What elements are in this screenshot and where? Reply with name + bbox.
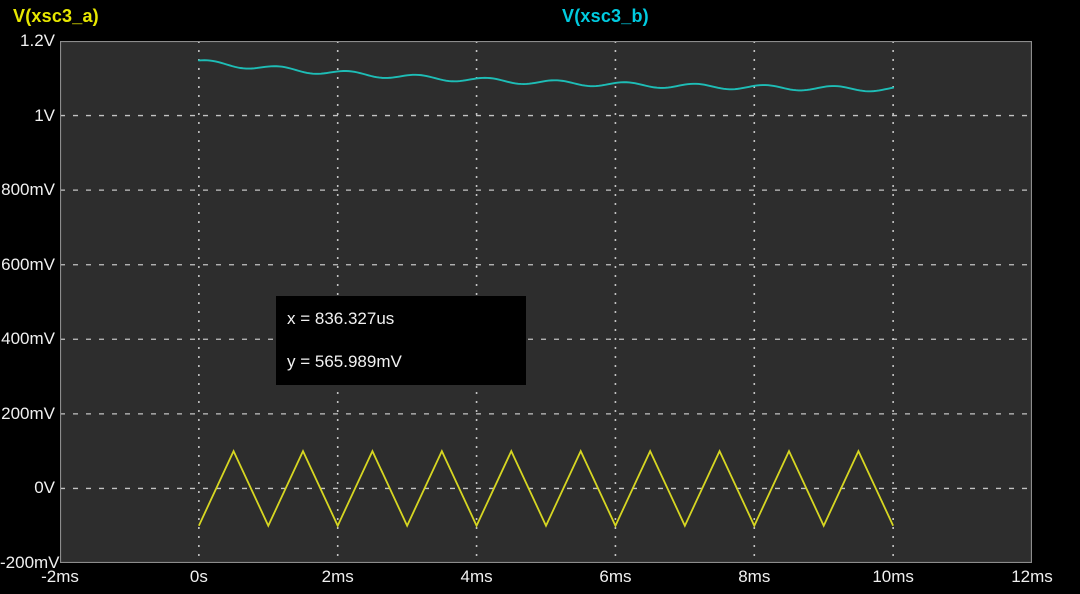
x-tick-label: 2ms xyxy=(321,567,354,586)
y-tick-label: 1V xyxy=(34,105,55,125)
x-tick-label: 8ms xyxy=(738,567,771,586)
y-tick-label: 1.2V xyxy=(20,31,55,50)
trace-b-waveform xyxy=(197,59,895,93)
plot-area[interactable] xyxy=(60,41,1032,563)
plot-background xyxy=(60,41,1032,563)
y-tick-label: 0V xyxy=(34,478,55,498)
y-tick-label: 600mV xyxy=(1,254,55,274)
x-tick-label: 4ms xyxy=(460,567,493,586)
trace-a-label: V(xsc3_a) xyxy=(13,6,99,26)
cursor-readout: x = 836.327us y = 565.989mV xyxy=(276,296,526,385)
x-tick-label: 10ms xyxy=(872,567,914,586)
y-tick-label: 400mV xyxy=(1,329,55,349)
x-tick-label: 6ms xyxy=(599,567,632,586)
y-tick-label: -200mV xyxy=(0,553,60,572)
x-tick-label: 12ms xyxy=(1011,567,1053,586)
cursor-x-value: x = 836.327us xyxy=(287,309,395,328)
cursor-y-value: y = 565.989mV xyxy=(287,352,402,371)
y-tick-label: 800mV xyxy=(1,180,55,200)
y-tick-label: 200mV xyxy=(1,403,55,423)
trace-b-label: V(xsc3_b) xyxy=(562,6,649,26)
plot-border xyxy=(60,41,1032,563)
trace-a-waveform xyxy=(198,449,894,528)
x-tick-label: 0s xyxy=(189,567,208,586)
x-tick-label: -2ms xyxy=(41,567,79,586)
